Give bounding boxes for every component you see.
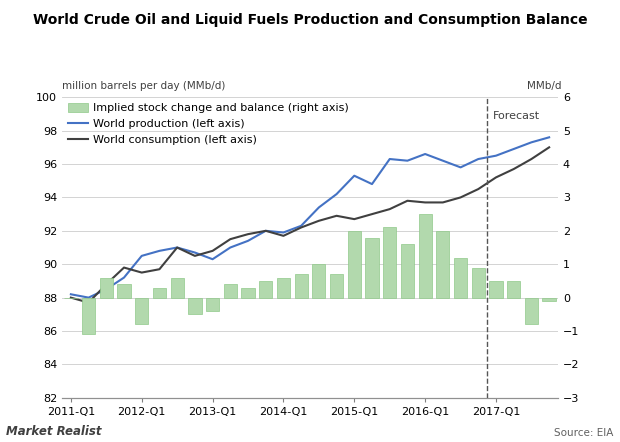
Bar bbox=[153, 288, 166, 297]
Bar bbox=[206, 297, 219, 311]
World production (left axis) bbox=[404, 158, 411, 164]
Text: World Crude Oil and Liquid Fuels Production and Consumption Balance: World Crude Oil and Liquid Fuels Product… bbox=[33, 13, 587, 27]
Bar bbox=[525, 297, 538, 324]
Bar bbox=[418, 214, 432, 297]
World production (left axis) bbox=[510, 146, 518, 152]
Bar bbox=[436, 231, 450, 297]
World consumption (left axis) bbox=[350, 217, 358, 222]
World production (left axis) bbox=[386, 156, 394, 162]
Bar bbox=[188, 297, 202, 314]
Bar bbox=[489, 281, 503, 297]
World production (left axis) bbox=[492, 153, 500, 158]
Bar bbox=[365, 237, 379, 297]
Bar bbox=[507, 281, 520, 297]
Bar bbox=[241, 288, 255, 297]
World production (left axis) bbox=[315, 205, 322, 210]
World production (left axis) bbox=[120, 275, 128, 280]
World consumption (left axis) bbox=[120, 265, 128, 270]
World consumption (left axis) bbox=[546, 145, 553, 150]
Bar bbox=[82, 297, 95, 334]
World consumption (left axis) bbox=[226, 236, 234, 242]
World consumption (left axis) bbox=[492, 175, 500, 180]
World production (left axis) bbox=[439, 158, 446, 164]
World production (left axis) bbox=[209, 256, 216, 262]
World production (left axis) bbox=[368, 181, 376, 187]
World consumption (left axis) bbox=[244, 232, 252, 237]
World consumption (left axis) bbox=[422, 200, 429, 205]
World production (left axis) bbox=[226, 245, 234, 250]
Bar bbox=[401, 244, 414, 297]
World consumption (left axis) bbox=[368, 211, 376, 217]
World consumption (left axis) bbox=[280, 233, 287, 239]
World production (left axis) bbox=[156, 248, 163, 254]
Bar bbox=[454, 258, 467, 297]
World consumption (left axis) bbox=[404, 198, 411, 203]
World production (left axis) bbox=[138, 253, 146, 259]
World consumption (left axis) bbox=[102, 282, 110, 287]
Text: MMb/d: MMb/d bbox=[526, 80, 561, 91]
Bar bbox=[135, 297, 148, 324]
World production (left axis) bbox=[191, 250, 198, 255]
Bar bbox=[259, 281, 272, 297]
World consumption (left axis) bbox=[315, 218, 322, 224]
Text: Forecast: Forecast bbox=[492, 110, 539, 121]
World consumption (left axis) bbox=[474, 187, 482, 192]
World consumption (left axis) bbox=[191, 253, 198, 259]
World consumption (left axis) bbox=[138, 270, 146, 275]
Bar bbox=[170, 278, 184, 297]
Bar bbox=[383, 228, 396, 297]
World consumption (left axis) bbox=[528, 156, 535, 162]
World consumption (left axis) bbox=[156, 267, 163, 272]
World production (left axis) bbox=[457, 165, 464, 170]
World consumption (left axis) bbox=[439, 200, 446, 205]
World consumption (left axis) bbox=[85, 300, 92, 305]
Bar bbox=[542, 297, 556, 301]
Bar bbox=[294, 274, 308, 297]
World production (left axis) bbox=[102, 286, 110, 292]
Bar bbox=[117, 284, 131, 297]
World production (left axis) bbox=[546, 135, 553, 140]
World consumption (left axis) bbox=[209, 248, 216, 254]
World production (left axis) bbox=[244, 238, 252, 244]
World production (left axis) bbox=[85, 295, 92, 300]
Line: World production (left axis): World production (left axis) bbox=[71, 137, 549, 297]
World consumption (left axis) bbox=[510, 166, 518, 171]
Text: million barrels per day (MMb/d): million barrels per day (MMb/d) bbox=[62, 80, 226, 91]
World consumption (left axis) bbox=[67, 295, 74, 300]
World production (left axis) bbox=[262, 228, 270, 233]
World consumption (left axis) bbox=[262, 228, 270, 233]
World production (left axis) bbox=[528, 140, 535, 145]
World consumption (left axis) bbox=[174, 245, 181, 250]
World consumption (left axis) bbox=[333, 213, 340, 218]
World production (left axis) bbox=[333, 191, 340, 197]
Legend: Implied stock change and balance (right axis), World production (left axis), Wor: Implied stock change and balance (right … bbox=[68, 103, 349, 145]
Bar bbox=[348, 231, 361, 297]
Text: Source: EIA: Source: EIA bbox=[554, 427, 614, 438]
World production (left axis) bbox=[67, 292, 74, 297]
Bar bbox=[224, 284, 237, 297]
World production (left axis) bbox=[280, 230, 287, 235]
World consumption (left axis) bbox=[457, 195, 464, 200]
World consumption (left axis) bbox=[386, 206, 394, 212]
Line: World consumption (left axis): World consumption (left axis) bbox=[71, 147, 549, 303]
Bar bbox=[277, 278, 290, 297]
World production (left axis) bbox=[422, 151, 429, 156]
World production (left axis) bbox=[174, 245, 181, 250]
Bar bbox=[100, 278, 113, 297]
World production (left axis) bbox=[474, 156, 482, 162]
Bar bbox=[312, 264, 326, 297]
Bar bbox=[330, 274, 343, 297]
Bar bbox=[472, 267, 485, 297]
World consumption (left axis) bbox=[298, 225, 305, 230]
Text: Market Realist: Market Realist bbox=[6, 425, 102, 438]
World production (left axis) bbox=[298, 223, 305, 229]
World production (left axis) bbox=[350, 173, 358, 179]
